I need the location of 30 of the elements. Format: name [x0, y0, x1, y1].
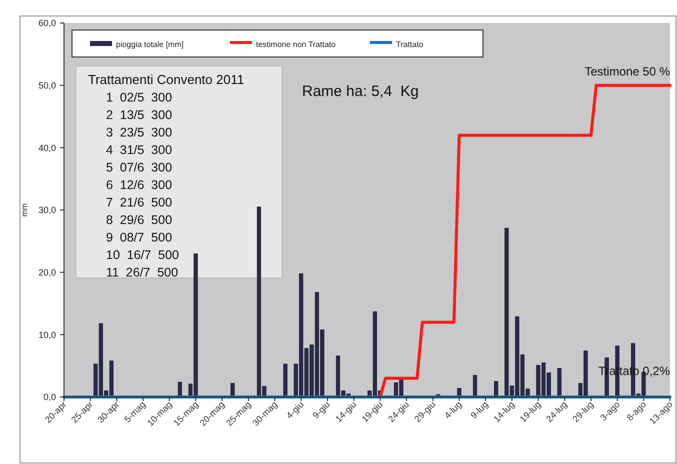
bar	[494, 381, 498, 398]
annotation: 9 08/7 500	[106, 230, 172, 244]
y-tick-label: 50,0	[38, 80, 56, 90]
y-tick-label: 60,0	[38, 18, 56, 28]
y-tick-label: 10,0	[38, 330, 56, 340]
y-tick-label: 40,0	[38, 142, 56, 153]
y-axis-title: mm	[20, 203, 29, 217]
annotation: 11 26/7 500	[106, 266, 178, 280]
annotation: 5 07/6 300	[106, 160, 172, 174]
legend-label: Trattato	[396, 40, 424, 49]
bar	[230, 383, 235, 398]
annotation: Testimone 50 %	[584, 64, 670, 78]
annotation: 7 21/6 500	[106, 196, 172, 210]
bar	[283, 364, 288, 398]
annotation: 2 13/5 300	[106, 108, 172, 122]
y-tick-label: 20,0	[38, 267, 56, 278]
annotation: Trattamenti Convento 2011	[88, 72, 244, 87]
annotation: Rame ha: 5,4 Kg	[302, 83, 419, 100]
annotation: 4 31/5 300	[106, 143, 172, 157]
y-tick-label: 0,0	[43, 392, 56, 402]
annotation: 10 16/7 500	[106, 248, 180, 262]
annotation: 1 02/5 300	[106, 90, 172, 104]
annotation: 3 23/5 300	[106, 126, 172, 140]
legend-label: testimone non Trattato	[256, 40, 336, 49]
bar	[557, 368, 562, 398]
legend-label: pioggia totale [mm]	[116, 40, 184, 49]
annotation: 6 12/6 300	[106, 178, 172, 192]
annotation: 8 29/6 500	[106, 213, 172, 227]
y-tick-label: 30,0	[38, 205, 56, 216]
bar	[472, 374, 478, 398]
